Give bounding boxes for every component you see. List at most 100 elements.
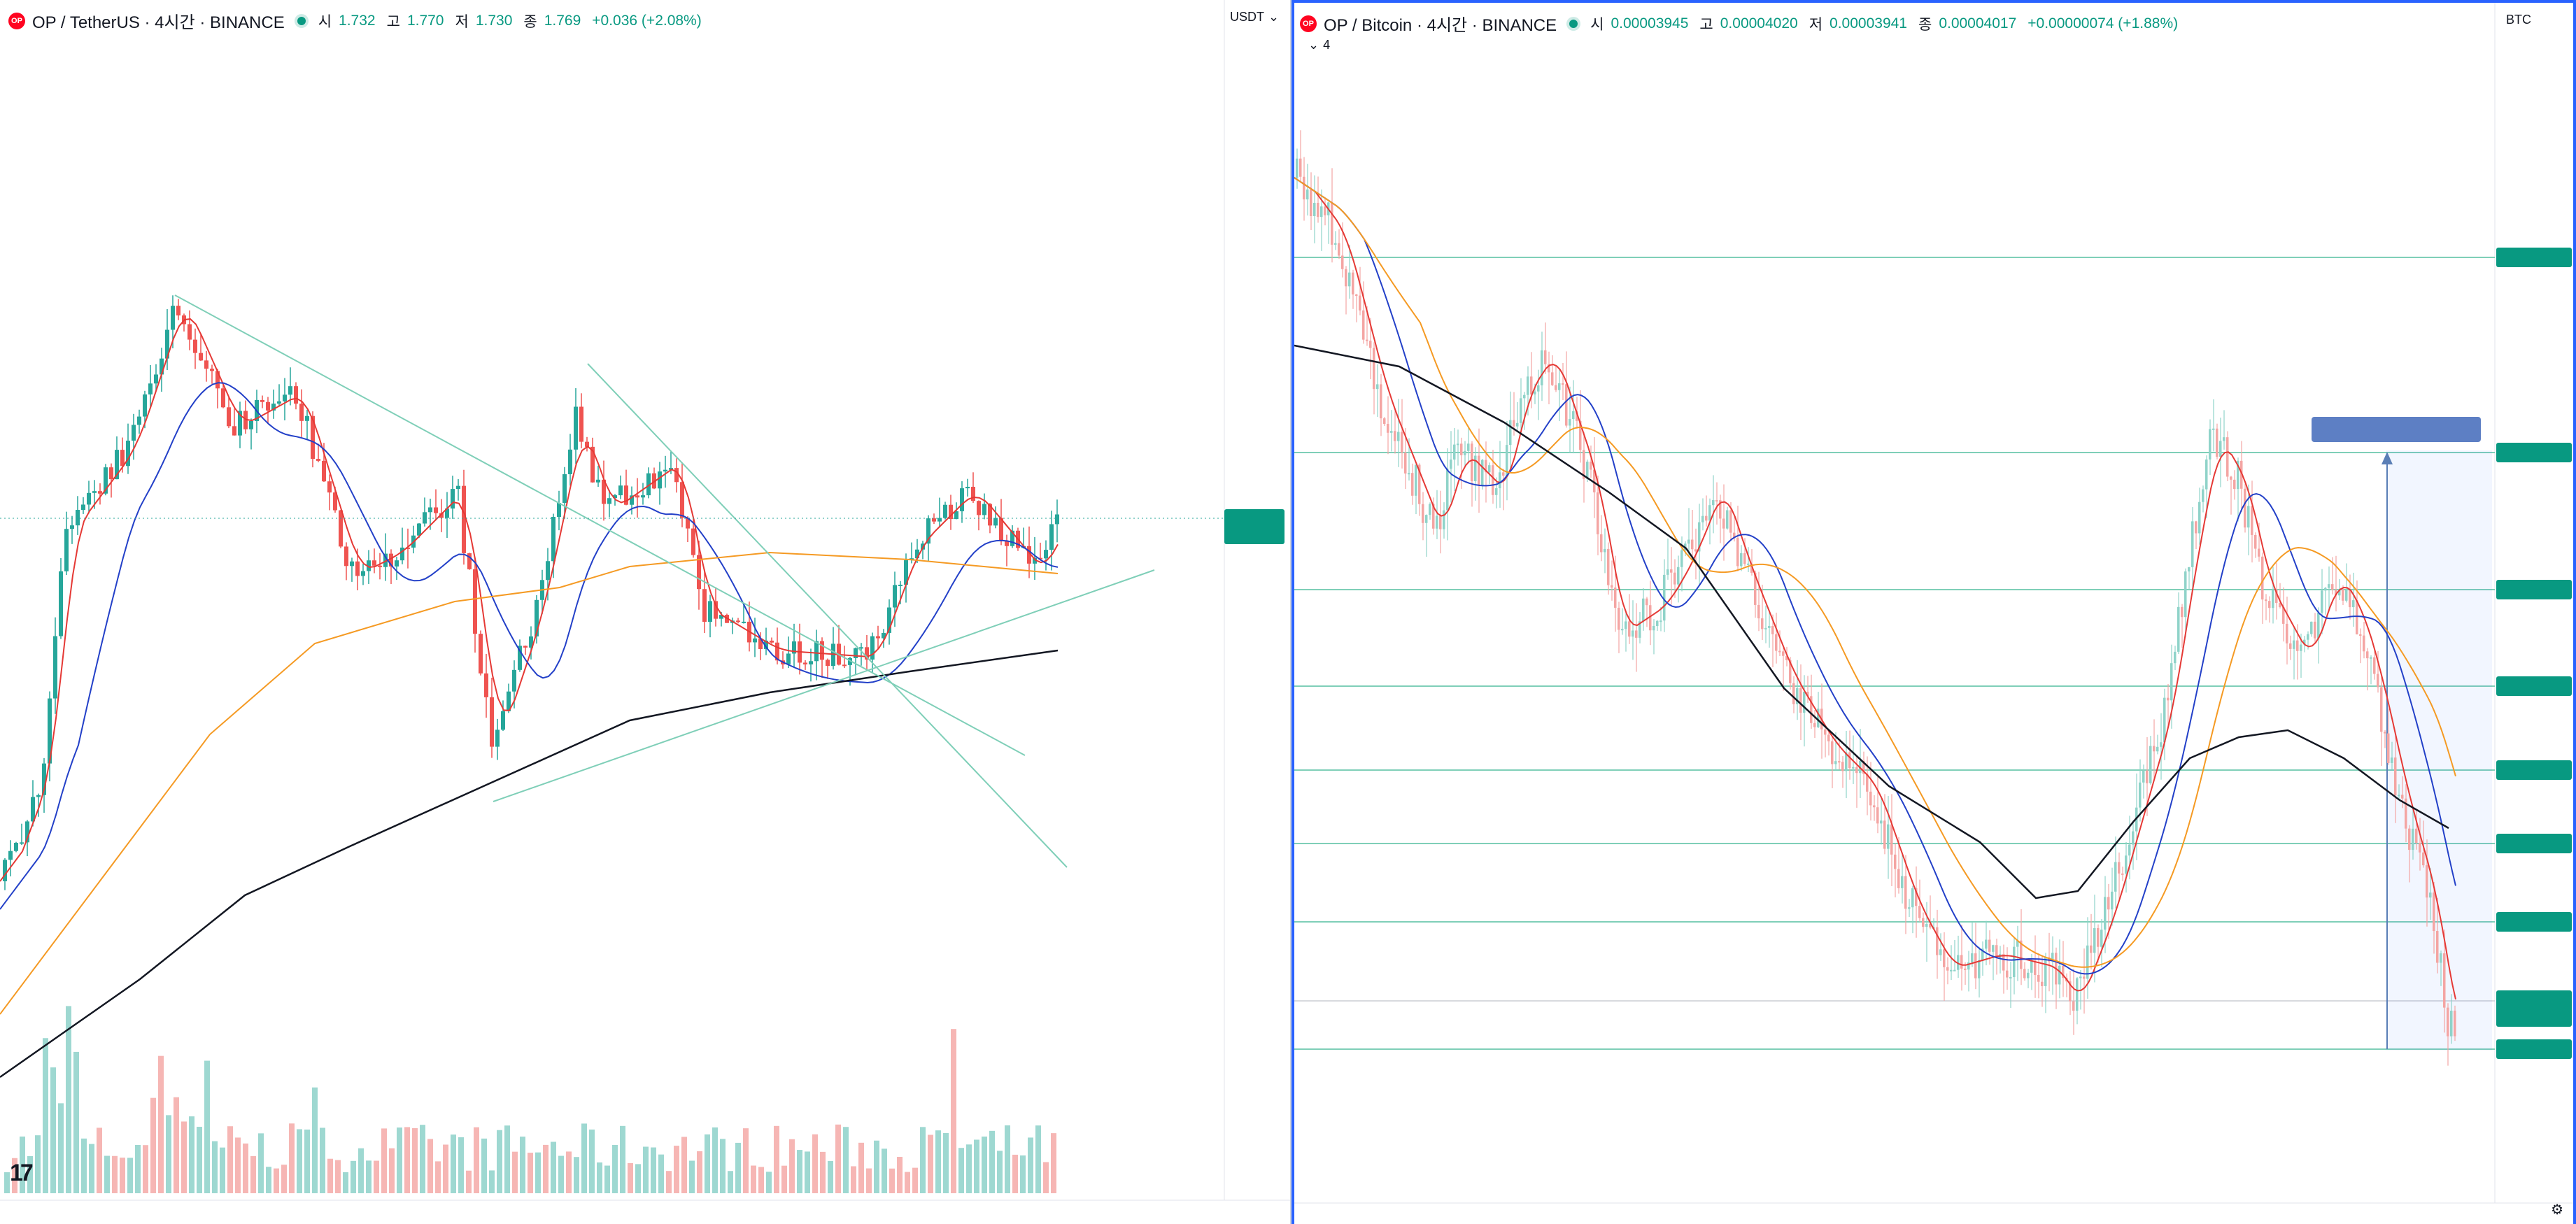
candle-body — [753, 638, 757, 643]
candle-body — [680, 482, 684, 518]
candle-body — [1646, 598, 1648, 606]
candle-body — [507, 691, 511, 711]
candle-body — [1425, 515, 1428, 523]
candle-body — [1324, 206, 1326, 215]
volume-bar — [828, 1160, 833, 1193]
candle-body — [48, 698, 52, 764]
volume-bar — [751, 1165, 756, 1193]
candle-body — [1408, 473, 1410, 475]
measure-label-badge — [2312, 417, 2481, 442]
candle-body — [271, 404, 276, 411]
candle-body — [904, 560, 908, 585]
candle-body — [333, 492, 337, 511]
candle-body — [1387, 424, 1389, 433]
candle-body — [568, 449, 572, 475]
candle-body — [1457, 443, 1459, 446]
candle-body — [1918, 906, 1921, 918]
candle-body — [702, 589, 707, 622]
volume-bar — [304, 1129, 310, 1193]
candle-body — [423, 512, 427, 524]
symbol-title[interactable]: OP / Bitcoin · 4시간 · BINANCE — [1324, 16, 1557, 35]
volume-bar — [566, 1151, 572, 1193]
change-value: +0.00000074 (+1.88%) — [2027, 15, 2179, 31]
ma-long-line — [0, 649, 1059, 1079]
volume-bar — [420, 1125, 425, 1193]
candle-body — [2083, 976, 2086, 979]
candle-body — [2104, 897, 2107, 930]
candle-body — [1055, 514, 1059, 525]
candle-body — [92, 491, 97, 493]
candle-body — [1653, 626, 1655, 631]
volume-bar — [620, 1125, 625, 1193]
candle-body — [1939, 949, 1942, 955]
candle-body — [1726, 510, 1729, 529]
candle-body — [439, 513, 444, 518]
candle-body — [1625, 621, 1627, 629]
candle-body — [1649, 605, 1652, 631]
settings-icon[interactable]: ⚙ — [2551, 1202, 2563, 1218]
candle-body — [227, 407, 231, 427]
candle-body — [1502, 472, 1505, 476]
indicator-toggle[interactable]: ⌄ 4 — [1308, 38, 1330, 52]
symbol-title[interactable]: OP / TetherUS · 4시간 · BINANCE — [32, 13, 285, 32]
candle-body — [1971, 953, 1974, 963]
tradingview-logo-icon[interactable]: 17 — [10, 1160, 34, 1186]
candle-body — [361, 571, 365, 576]
candle-body — [406, 547, 410, 549]
chart-canvas-op-btc[interactable] — [1294, 3, 2573, 1224]
candle-body — [2153, 746, 2156, 752]
candle-body — [1981, 948, 1984, 960]
candle-body — [758, 638, 763, 649]
candle-body — [1583, 450, 1585, 479]
candle-body — [462, 485, 466, 553]
volume-bar — [73, 1051, 79, 1193]
candle-body — [602, 479, 606, 504]
volume-bar — [135, 1144, 141, 1193]
chart-pane-op-btc[interactable]: OP OP / Bitcoin · 4시간 · BINANCE 시 0.00003… — [1291, 0, 2576, 1224]
candle-body — [1404, 453, 1407, 474]
pane-divider[interactable] — [1290, 0, 1291, 1224]
candle-body — [2174, 651, 2177, 664]
candle-body — [1422, 504, 1424, 523]
candle-body — [148, 383, 153, 394]
open-value: 0.00003945 — [1611, 15, 1689, 31]
candle-body — [64, 529, 69, 571]
candle-body — [613, 495, 617, 499]
volume-bar — [4, 1172, 10, 1193]
candle-body — [1306, 189, 1309, 200]
price-level-badge — [2496, 248, 2572, 267]
volume-bar — [774, 1125, 779, 1193]
candle-body — [1033, 557, 1037, 564]
candle-body — [1338, 243, 1340, 256]
candle-body — [1733, 532, 1736, 539]
volume-bar — [943, 1132, 949, 1193]
volume-bar — [427, 1139, 433, 1193]
candle-body — [1876, 807, 1879, 824]
candle-body — [512, 669, 516, 692]
candle-body — [2279, 603, 2281, 608]
candle-body — [2240, 460, 2243, 489]
candle-body — [1366, 339, 1368, 341]
candle-body — [2254, 534, 2257, 549]
volume-bar — [874, 1140, 879, 1193]
candle-body — [1331, 202, 1333, 245]
candle-body — [1712, 500, 1715, 506]
candle-body — [2398, 795, 2400, 797]
candle-body — [2111, 891, 2114, 910]
ma-slow-line — [0, 551, 1059, 1015]
currency-selector[interactable]: USDT ⌄ — [1230, 10, 1279, 24]
volume-bar — [720, 1139, 726, 1193]
candle-body — [2086, 945, 2089, 979]
chart-pane-op-usdt[interactable]: OP OP / TetherUS · 4시간 · BINANCE 시 1.732 … — [0, 0, 1290, 1224]
volume-bar — [935, 1130, 941, 1193]
candle-body — [1915, 888, 1918, 906]
candle-body — [2244, 488, 2246, 528]
chart-canvas-op-usdt[interactable] — [0, 0, 1290, 1224]
candle-body — [1929, 923, 1932, 928]
volume-bar — [174, 1097, 179, 1193]
currency-selector[interactable]: BTC — [2506, 13, 2531, 27]
volume-bar — [728, 1171, 733, 1193]
volume-bar — [897, 1156, 903, 1193]
candle-body — [1642, 598, 1645, 622]
candle-body — [1974, 953, 1977, 979]
